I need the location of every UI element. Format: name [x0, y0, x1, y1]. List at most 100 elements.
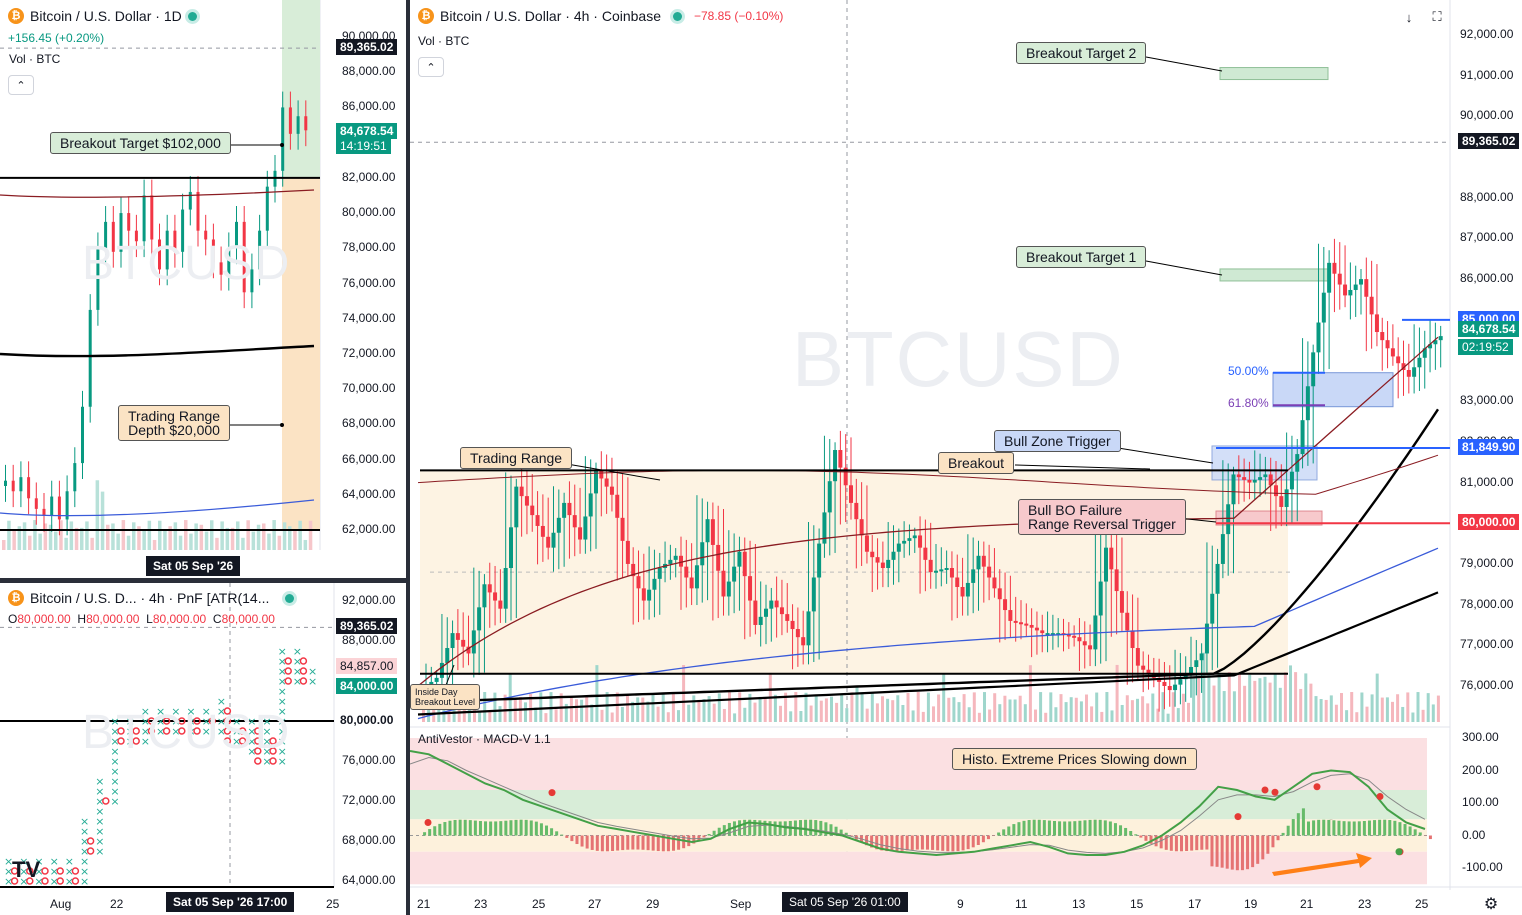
macd-histogram-bar — [1093, 819, 1097, 836]
collapse-button[interactable]: ⌃ — [8, 75, 34, 95]
candle-body — [1231, 474, 1236, 505]
annotation-inside-day[interactable]: Inside Day Breakout Level — [410, 684, 481, 710]
price-axis-label: 88,000.00 — [342, 633, 396, 647]
left-top-pane[interactable]: BTCUSD ₿ Bitcoin / U.S. Dollar · 1D +156… — [0, 0, 406, 578]
candle-body — [1045, 633, 1050, 636]
main-chart-canvas[interactable] — [410, 0, 1522, 915]
candle-body — [631, 563, 636, 577]
chart-title-row: ₿ Bitcoin / U.S. Dollar · 1D — [8, 8, 197, 24]
watermark: BTCUSD — [82, 237, 292, 290]
price-axis-label: 64,000.00 — [342, 873, 396, 887]
volume-bar — [707, 696, 711, 722]
macd-histogram-bar — [895, 835, 899, 852]
annotation-bull-bo-failure[interactable]: Bull BO Failure Range Reversal Trigger — [1018, 499, 1186, 535]
macd-histogram-bar — [519, 819, 523, 836]
candle-body — [636, 576, 641, 589]
crosshair-price-tag: 89,365.02 — [1458, 133, 1520, 150]
settings-gear-icon[interactable]: ⚙ — [1483, 896, 1499, 913]
macd-histogram-bar — [778, 821, 782, 836]
volume-legend[interactable]: Vol · BTC — [418, 34, 470, 48]
pnf-x-mark: × — [262, 735, 271, 748]
candle-body — [1295, 454, 1300, 472]
volume-bar — [121, 520, 126, 550]
candle-body — [758, 616, 763, 625]
chart-title[interactable]: Bitcoin / U.S. Dollar · 4h · Coinbase — [440, 8, 661, 24]
macd-histogram-bar — [900, 835, 904, 851]
candle-body — [801, 637, 806, 646]
macd-histogram-bar — [748, 819, 752, 836]
annotation-trading-range[interactable]: Trading Range — [460, 447, 573, 469]
candle-body — [764, 608, 768, 617]
candle-body — [1422, 348, 1427, 358]
volume-bar — [80, 527, 84, 550]
volume-bar — [90, 537, 94, 550]
main-pane[interactable]: BTCUSD ₿ Bitcoin / U.S. Dollar · 4h · Co… — [410, 0, 1522, 915]
candle-body — [1279, 496, 1284, 507]
chart-title[interactable]: Bitcoin / U.S. D... · 4h · PnF [ATR(14..… — [30, 590, 270, 606]
left-bottom-pane[interactable]: × × × × × × × × × × × × × × × × × × × × × × × × × × × × × × × × × × × × × × × ×… — [0, 583, 406, 915]
macd-histogram-bar — [1362, 821, 1366, 836]
volume-bar — [1391, 701, 1394, 722]
macd-histogram-bar — [1058, 821, 1062, 836]
fullscreen-icon[interactable]: ⛶ — [1432, 9, 1442, 24]
pnf-o-mark — [193, 717, 201, 725]
volume-bar — [1100, 711, 1104, 722]
candle-body — [429, 681, 434, 686]
candle-body — [971, 569, 976, 583]
candle-body — [880, 562, 885, 569]
candle-body — [1178, 679, 1183, 685]
pnf-o-mark — [26, 867, 34, 875]
annotation-breakout[interactable]: Breakout — [938, 452, 1015, 474]
volume-bar — [1253, 680, 1257, 722]
volume-bar — [1370, 694, 1374, 722]
candle-body — [891, 551, 896, 560]
pnf-x-mark: × — [141, 725, 150, 738]
candle-body — [1215, 563, 1220, 594]
volume-bar — [758, 696, 762, 722]
candle-body — [1374, 314, 1379, 333]
collapse-button[interactable]: ⌃ — [418, 57, 444, 77]
macd-histogram-bar — [443, 822, 447, 836]
candle-body — [795, 629, 800, 638]
annotation-breakout-target[interactable]: Breakout Target $102,000 — [50, 132, 231, 154]
annotation-histo-extreme[interactable]: Histo. Extreme Prices Slowing down — [952, 748, 1197, 770]
annotation-trading-range[interactable]: Trading Range Depth $20,000 — [118, 405, 231, 441]
daily-chart-canvas[interactable] — [0, 0, 406, 578]
candle-body — [34, 498, 38, 509]
pnf-x-mark: × — [80, 825, 89, 838]
candle-body — [864, 535, 869, 552]
macd-title[interactable]: AntiVestor · MACD-V 1.1 — [418, 732, 551, 746]
time-axis-label: 11 — [1015, 897, 1028, 911]
macd-histogram-bar — [920, 835, 924, 850]
annotation-breakout-target-2[interactable]: Breakout Target 2 — [1016, 42, 1147, 64]
macd-histogram-bar — [1367, 820, 1371, 836]
annotation-bull-zone-trigger[interactable]: Bull Zone Trigger — [994, 430, 1121, 452]
candle-body — [546, 536, 551, 548]
macd-histogram-bar — [529, 820, 533, 836]
volume-legend[interactable]: Vol · BTC — [9, 52, 61, 66]
pnf-chart-canvas[interactable]: ××××××××××××××××××××××××××××××××××××××××… — [0, 583, 406, 915]
candle-body — [949, 568, 954, 578]
volume-bar — [1074, 697, 1078, 722]
macd-histogram-bar — [1174, 835, 1178, 852]
macd-histogram-bar — [1393, 820, 1397, 836]
pane-divider-horizontal[interactable] — [0, 578, 406, 583]
pane-divider-vertical[interactable] — [406, 0, 410, 915]
macd-histogram-bar — [545, 825, 548, 836]
macd-histogram-bar — [651, 835, 655, 851]
candle-body — [1003, 599, 1008, 611]
pnf-x-mark: × — [19, 855, 28, 868]
macd-histogram-bar — [514, 819, 518, 836]
arrow-down-icon[interactable]: ↓ — [1405, 9, 1413, 25]
tradingview-logo[interactable]: TV — [12, 857, 41, 882]
volume-bar — [1411, 712, 1415, 722]
pnf-o-mark — [162, 717, 171, 725]
candle-body — [1077, 637, 1082, 642]
chart-title[interactable]: Bitcoin / U.S. Dollar · 1D — [30, 8, 182, 24]
pnf-red-tag: 84,857.00 — [336, 658, 398, 675]
pnf-x-mark: × — [247, 735, 256, 748]
volume-bar — [1120, 704, 1124, 722]
macd-histogram-bar — [707, 833, 711, 836]
pnf-x-mark: × — [247, 725, 256, 738]
annotation-breakout-target-1[interactable]: Breakout Target 1 — [1016, 246, 1147, 268]
